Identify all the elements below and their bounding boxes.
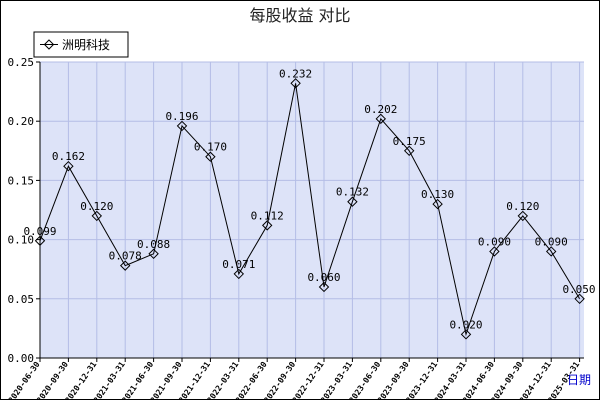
data-label: 0.090 [535,235,568,248]
y-tick-label: 0.20 [8,115,35,128]
data-point-marker [34,235,46,246]
data-point-marker [318,281,330,293]
data-label: 0.078 [109,250,142,263]
y-tick-label: 0.05 [8,293,35,306]
series-line [39,83,581,337]
data-point-marker [403,145,415,157]
data-point-marker [148,248,159,260]
data-label: 0.170 [194,141,227,154]
grid-lines [39,61,584,359]
data-label: 0.232 [279,67,312,80]
data-label: 0.175 [393,135,426,148]
plot-area [40,62,584,358]
data-label: 0.130 [421,188,454,201]
legend-diamond-marker [43,39,55,50]
y-axis-ticks: 0.00 0.05 0.10 0.15 0.20 0.25 [8,56,40,365]
data-label: 0.120 [80,200,113,213]
data-label: 0.020 [449,318,482,331]
data-point-marker [489,246,500,257]
data-label: 0.099 [23,225,56,238]
data-point-marker [119,260,131,271]
data-point-marker [63,160,74,172]
chart-title: 每股收益 对比 [249,6,350,25]
data-label: 0.162 [52,150,85,163]
legend: 洲明科技 [33,31,129,58]
data-label: 0.202 [364,103,397,116]
data-point-marker [91,210,103,222]
data-points [34,78,585,340]
data-label: 0.060 [307,271,340,284]
data-point-marker [432,198,443,210]
y-tick-label: 0.10 [8,234,35,247]
data-label: 0.090 [478,235,511,248]
data-label: 0.132 [336,186,369,199]
data-point-marker [176,120,188,132]
data-point-marker [517,210,529,222]
data-point-marker [460,329,472,340]
data-point-marker [545,246,557,257]
data-label: 0.120 [506,200,539,213]
data-point-marker [261,220,273,231]
data-point-marker [574,293,585,305]
data-label: 0.196 [165,110,198,123]
data-label: 0.112 [251,209,284,222]
data-point-marker [205,151,216,162]
data-point-marker [290,78,301,89]
data-label: 0.071 [222,258,255,271]
data-label: 0.088 [137,238,170,251]
legend-label: 洲明科技 [62,38,110,52]
data-point-marker [347,196,358,207]
y-tick-label: 0.00 [8,352,35,365]
data-label: 0.050 [562,283,595,296]
data-point-marker [233,268,245,280]
y-tick-label: 0.25 [8,56,35,69]
y-tick-label: 0.15 [8,174,35,187]
data-point-marker [375,113,387,125]
x-axis-label: 日期 [567,373,591,387]
